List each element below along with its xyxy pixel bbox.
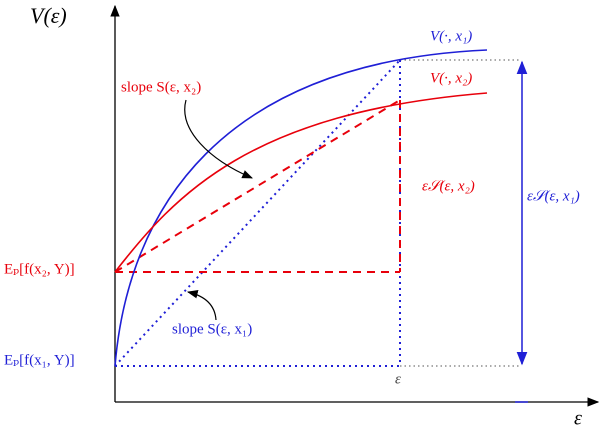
curve-x2 [114, 92, 488, 273]
secant-x1 [114, 59, 401, 367]
annotation: ε𝒮(ε, x₁) [527, 188, 580, 204]
annotation: Eₚ[f(x₂, Y)] [4, 261, 75, 277]
pointer-arrow [186, 290, 217, 321]
annotation: slope S(ε, x₂) [121, 79, 201, 95]
x-axis-label: ε [574, 408, 582, 428]
pointer-arrow [184, 99, 253, 179]
x-tick-label: ε [395, 371, 401, 387]
curve-x1 [114, 49, 488, 367]
annotation: Eₚ[f(x₁, Y)] [4, 352, 75, 368]
annotation: slope S(ε, x₁) [172, 321, 252, 337]
annotation: ε𝒮(ε, x₂) [422, 178, 475, 194]
secant-x2 [114, 99, 401, 273]
curve-label: V(·, x₂) [430, 70, 472, 86]
curve-label: V(·, x₁) [430, 28, 472, 44]
y-axis-label: V(ε) [30, 3, 67, 28]
